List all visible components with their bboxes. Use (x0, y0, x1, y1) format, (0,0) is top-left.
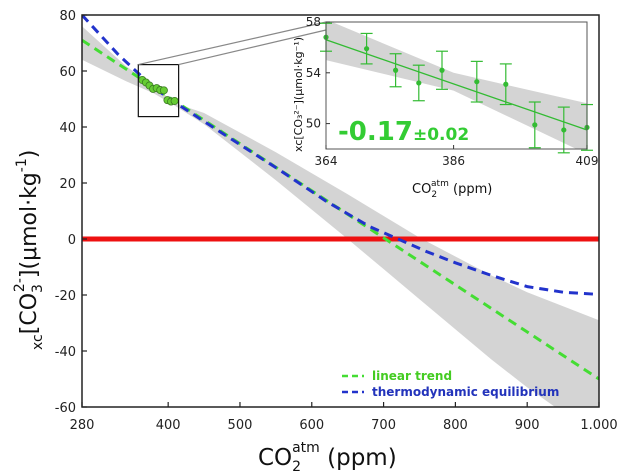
inset-frame (325, 21, 588, 150)
inset-x-tick-label: 386 (442, 154, 465, 168)
inset-x-axis-ticks: 364 386 409 (315, 145, 599, 168)
inset-fit-line (325, 39, 588, 131)
zoom-connector-line (178, 29, 327, 66)
x-tick-label: 280 (70, 418, 95, 433)
inset-point (503, 81, 509, 87)
series-linear-trend (82, 38, 599, 381)
inset-y-tick-label: 50 (306, 117, 321, 131)
inset-y-axis-label: xc[CO₃²⁻](μmol·kg⁻¹) (292, 37, 305, 152)
y-tick-label: 20 (59, 177, 76, 192)
x-tick-label: 900 (515, 418, 540, 433)
inset-point (561, 127, 567, 133)
legend-item-linear-trend: linear trend (342, 369, 452, 383)
inset-point-with-error (499, 63, 512, 106)
legend-item-thermodynamic-equilibrium: thermodynamic equilibrium (342, 385, 559, 399)
slope-annotation: -0.17±0.02 (338, 117, 469, 147)
y-tick-label: -20 (55, 289, 76, 304)
annotation-uncertainty: ±0.02 (413, 125, 469, 145)
x-tick-label: 700 (371, 418, 396, 433)
inset-point (439, 67, 445, 73)
zoom-connector-line (138, 21, 327, 66)
series-thermodynamic-equilibrium (82, 15, 599, 296)
inset-point-with-error (360, 32, 373, 65)
y-tick-label: 0 (68, 233, 76, 248)
x-tick-label: 600 (299, 418, 324, 433)
inset-x-tick-label: 409 (576, 154, 599, 168)
inset-point-with-error (389, 53, 402, 88)
x-tick-label: 500 (228, 418, 253, 433)
x-tick-label: 1.000 (580, 418, 617, 433)
inset-point-with-error (528, 101, 541, 149)
legend-label: linear trend (372, 369, 452, 383)
inset-x-axis-label: CO2atm (ppm) (412, 179, 492, 200)
inset-point-with-error (470, 60, 483, 103)
legend: linear trend thermodynamic equilibrium (342, 369, 559, 399)
inset-point (364, 46, 370, 52)
inset-x-tick-label: 364 (315, 154, 338, 168)
inset-point (416, 80, 422, 86)
y-tick-label: -40 (55, 345, 76, 360)
main-plot: 280 400 500 600 700 800 900 1.000 -60 -40 -20 0 20 4… (55, 9, 618, 433)
inset-point-with-error (557, 106, 570, 154)
inset-point (474, 79, 480, 85)
x-tick-label: 400 (156, 418, 181, 433)
inset-y-tick-label: 54 (306, 66, 321, 80)
x-axis-label: CO2atm (ppm) (258, 440, 397, 474)
main-plot-frame (81, 14, 600, 408)
inset-y-tick-label: 58 (306, 15, 321, 29)
legend-label: thermodynamic equilibrium (372, 385, 559, 399)
inset-point (532, 122, 538, 128)
y-tick-label: 60 (59, 65, 76, 80)
y-tick-label: -60 (55, 401, 76, 416)
inset-plot: 364 386 409 50 54 58 -0.17±0.02 CO2atm (ppm)… (292, 15, 598, 200)
x-axis-ticks: 280 400 500 600 700 800 900 1.000 (70, 402, 618, 433)
inset-point-with-error (436, 50, 448, 90)
annotation-value: -0.17 (338, 117, 413, 147)
y-axis-ticks: -60 -40 -20 0 20 40 60 80 (55, 9, 87, 416)
observation-points (138, 75, 179, 106)
y-axis-label: xc[CO32-](μmol·kg-1) (12, 150, 46, 350)
observation-point (170, 96, 179, 105)
zoom-box (137, 63, 180, 118)
inset-y-axis-ticks: 50 54 58 (306, 15, 330, 131)
confidence-band (82, 26, 599, 407)
y-tick-label: 80 (59, 9, 76, 24)
observation-point (159, 86, 168, 95)
inset-point-with-error (412, 64, 425, 102)
y-tick-label: 40 (59, 121, 76, 136)
x-tick-label: 800 (443, 418, 468, 433)
inset-point (393, 67, 399, 73)
